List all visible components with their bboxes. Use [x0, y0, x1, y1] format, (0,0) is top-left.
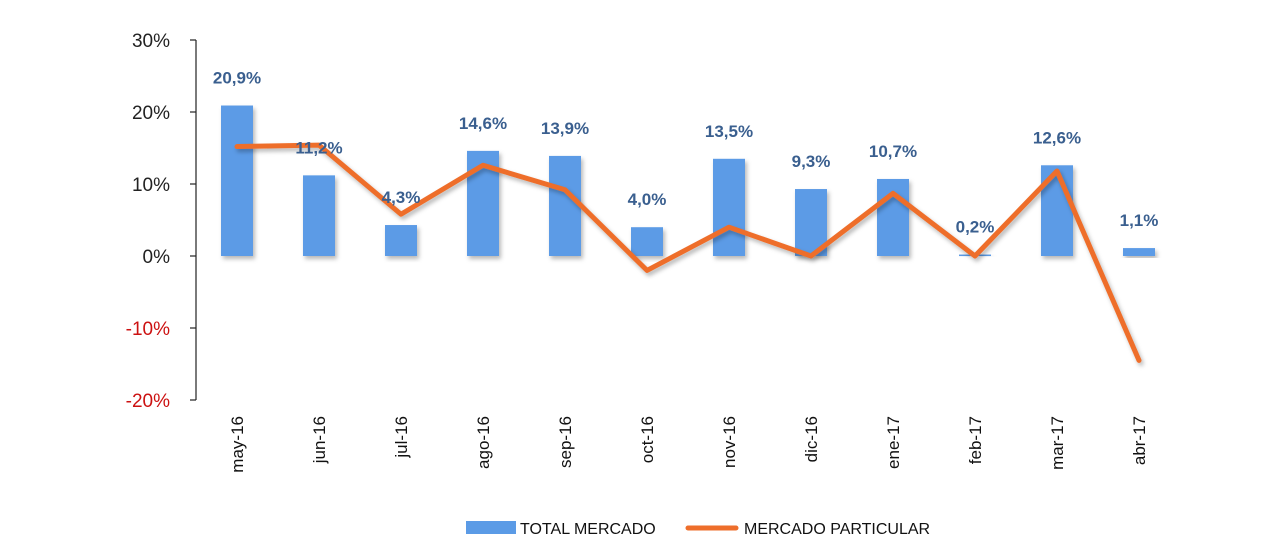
x-tick-label: feb-17 [966, 416, 985, 464]
x-tick-label: sep-16 [556, 416, 575, 468]
data-label: 13,5% [705, 122, 753, 141]
data-label: 0,2% [956, 218, 995, 237]
data-label: 4,3% [382, 188, 421, 207]
y-tick-label: 0% [143, 247, 171, 268]
x-tick-label: nov-16 [720, 416, 739, 468]
data-label: 10,7% [869, 142, 917, 161]
y-tick-label: -10% [126, 319, 170, 340]
x-tick-label: mar-17 [1048, 416, 1067, 470]
bar-total-mercado [877, 178, 909, 256]
bar-total-mercado [221, 105, 253, 257]
data-label: 14,6% [459, 114, 507, 133]
data-label: 13,9% [541, 119, 589, 138]
data-label: 1,1% [1120, 211, 1159, 230]
y-tick-label: 10% [132, 175, 170, 196]
bar-total-mercado [1041, 165, 1073, 256]
bar-total-mercado [631, 227, 663, 256]
x-tick-label: may-16 [228, 416, 247, 473]
bar-total-mercado [549, 155, 581, 256]
legend-label-mercado-particular: MERCADO PARTICULAR [744, 521, 930, 538]
data-label: 11,2% [295, 138, 342, 157]
data-label: 12,6% [1033, 128, 1081, 147]
x-tick-label: ago-16 [474, 416, 493, 469]
data-label: 20,9% [213, 69, 261, 88]
data-label: 9,3% [792, 152, 831, 171]
x-tick-label: dic-16 [802, 416, 821, 462]
y-tick-label: 30% [132, 31, 170, 52]
x-tick-label: ene-17 [884, 416, 903, 469]
bar-total-mercado [303, 175, 335, 256]
x-tick-label: abr-17 [1130, 416, 1149, 465]
data-label: 4,0% [628, 190, 667, 209]
bar-total-mercado [385, 225, 417, 256]
x-tick-label: jul-16 [392, 416, 411, 459]
line-mercado-particular [234, 142, 1142, 363]
x-tick-label: jun-16 [310, 416, 329, 464]
y-tick-label: 20% [132, 103, 170, 124]
bar-total-mercado [1123, 248, 1155, 256]
legend-label-total-mercado: TOTAL MERCADO [520, 521, 656, 538]
legend-swatch-total-mercado [466, 521, 516, 534]
bar-total-mercado [713, 158, 745, 256]
x-tick-label: oct-16 [638, 416, 657, 463]
y-tick-label: -20% [126, 391, 170, 412]
